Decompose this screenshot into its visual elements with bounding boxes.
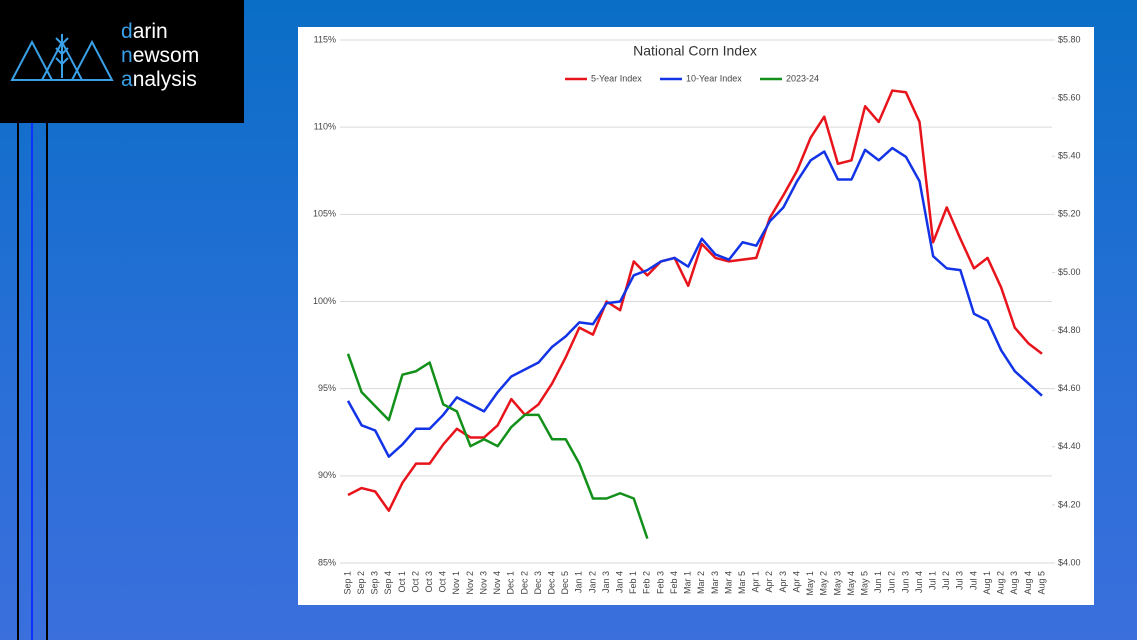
x-tick-label: Feb 4 xyxy=(669,571,679,594)
logo-line: newsom xyxy=(121,44,200,67)
x-tick-label: Feb 1 xyxy=(628,571,638,594)
y2-tick-label: $5.80 xyxy=(1058,34,1081,44)
x-tick-label: Jan 2 xyxy=(587,571,597,593)
x-tick-label: Jul 2 xyxy=(941,571,951,590)
x-tick-label: Dec 3 xyxy=(533,571,543,595)
y2-tick-label: $5.60 xyxy=(1058,92,1081,102)
x-tick-label: Jul 1 xyxy=(928,571,938,590)
x-tick-label: Dec 1 xyxy=(506,571,516,595)
x-tick-label: Mar 5 xyxy=(737,571,747,594)
y-tick-label: 105% xyxy=(313,209,336,219)
y-tick-label: 95% xyxy=(318,383,336,393)
x-tick-label: May 2 xyxy=(819,571,829,596)
logo-text: darin newsom analysis xyxy=(121,20,199,92)
chart-panel: National Corn Index 85% 90% 95% 100% 105% 110… xyxy=(298,27,1094,605)
x-tick-label: Sep 3 xyxy=(370,571,380,595)
series-line xyxy=(346,353,649,539)
x-tick-label: Apr 2 xyxy=(764,571,774,593)
x-tick-label: Jan 1 xyxy=(574,571,584,593)
x-tick-label: Mar 1 xyxy=(683,571,693,594)
x-tick-label: Nov 3 xyxy=(478,571,488,595)
x-tick-label: Oct 1 xyxy=(397,571,407,593)
x-tick-label: Sep 1 xyxy=(342,571,352,595)
series-line xyxy=(346,146,1043,458)
x-tick-label: Nov 4 xyxy=(492,571,502,595)
y2-tick-label: $4.60 xyxy=(1058,383,1081,393)
y2-tick-label: $4.20 xyxy=(1058,499,1081,509)
x-tick-label: Nov 2 xyxy=(465,571,475,595)
y2-tick-label: $5.40 xyxy=(1058,151,1081,161)
x-tick-label: Jul 3 xyxy=(955,571,965,590)
x-tick-label: May 5 xyxy=(859,571,869,596)
logo: darin newsom analysis xyxy=(0,0,244,123)
chart-title: National Corn Index xyxy=(633,43,757,59)
x-tick-label: Jun 2 xyxy=(887,571,897,593)
x-tick-label: Nov 1 xyxy=(451,571,461,595)
decor-lines xyxy=(17,123,48,640)
x-tick-label: Jun 4 xyxy=(914,571,924,593)
x-tick-label: Mar 4 xyxy=(723,571,733,594)
x-tick-label: Oct 2 xyxy=(410,571,420,593)
x-tick-label: Aug 5 xyxy=(1036,571,1046,595)
logo-line: darin xyxy=(121,20,168,43)
x-tick-label: Jul 4 xyxy=(968,571,978,590)
x-tick-label: May 1 xyxy=(805,571,815,596)
series-line xyxy=(347,89,1043,512)
x-tick-label: Mar 3 xyxy=(710,571,720,594)
y2-tick-label: $4.80 xyxy=(1058,325,1081,335)
y-tick-label: 100% xyxy=(313,296,336,306)
x-tick-label: Dec 5 xyxy=(560,571,570,595)
x-tick-label: Apr 3 xyxy=(778,571,788,593)
x-tick-label: Sep 2 xyxy=(356,571,366,595)
y-tick-label: 110% xyxy=(314,122,336,132)
x-tick-label: Sep 4 xyxy=(383,571,393,595)
x-tick-label: Feb 2 xyxy=(642,571,652,594)
x-tick-label: Jan 4 xyxy=(615,571,625,593)
legend-label: 2023-24 xyxy=(786,73,819,83)
x-tick-label: Apr 1 xyxy=(751,571,761,593)
y-tick-label: 115% xyxy=(314,34,336,44)
x-tick-label: Feb 3 xyxy=(655,571,665,594)
x-tick-label: Mar 2 xyxy=(696,571,706,594)
x-tick-label: Jun 1 xyxy=(873,571,883,593)
y2-tick-label: $4.40 xyxy=(1058,441,1081,451)
x-tick-label: Aug 4 xyxy=(1023,571,1033,595)
chart: National Corn Index 85% 90% 95% 100% 105% 110… xyxy=(313,34,1081,596)
y2-tick-label: $5.20 xyxy=(1058,209,1081,219)
x-tick-label: Aug 1 xyxy=(982,571,992,595)
legend-label: 10-Year Index xyxy=(686,73,742,83)
y-tick-label: 85% xyxy=(318,557,336,567)
logo-mark xyxy=(10,34,114,81)
y2-tick-label: $5.00 xyxy=(1058,267,1081,277)
y-tick-label: 90% xyxy=(318,470,336,480)
x-tick-label: May 4 xyxy=(846,571,856,596)
x-tick-label: Aug 3 xyxy=(1009,571,1019,595)
x-tick-label: Dec 4 xyxy=(546,571,556,595)
legend-label: 5-Year Index xyxy=(591,73,642,83)
x-tick-label: Dec 2 xyxy=(519,571,529,595)
y2-tick-label: $4.00 xyxy=(1058,557,1081,567)
x-tick-label: Oct 4 xyxy=(438,571,448,593)
x-tick-label: Aug 2 xyxy=(996,571,1006,595)
logo-line: analysis xyxy=(121,68,197,91)
x-tick-label: Apr 4 xyxy=(791,571,801,593)
x-tick-label: Oct 3 xyxy=(424,571,434,593)
x-tick-label: Jan 3 xyxy=(601,571,611,593)
x-tick-label: May 3 xyxy=(832,571,842,596)
x-tick-label: Jun 3 xyxy=(900,571,910,593)
